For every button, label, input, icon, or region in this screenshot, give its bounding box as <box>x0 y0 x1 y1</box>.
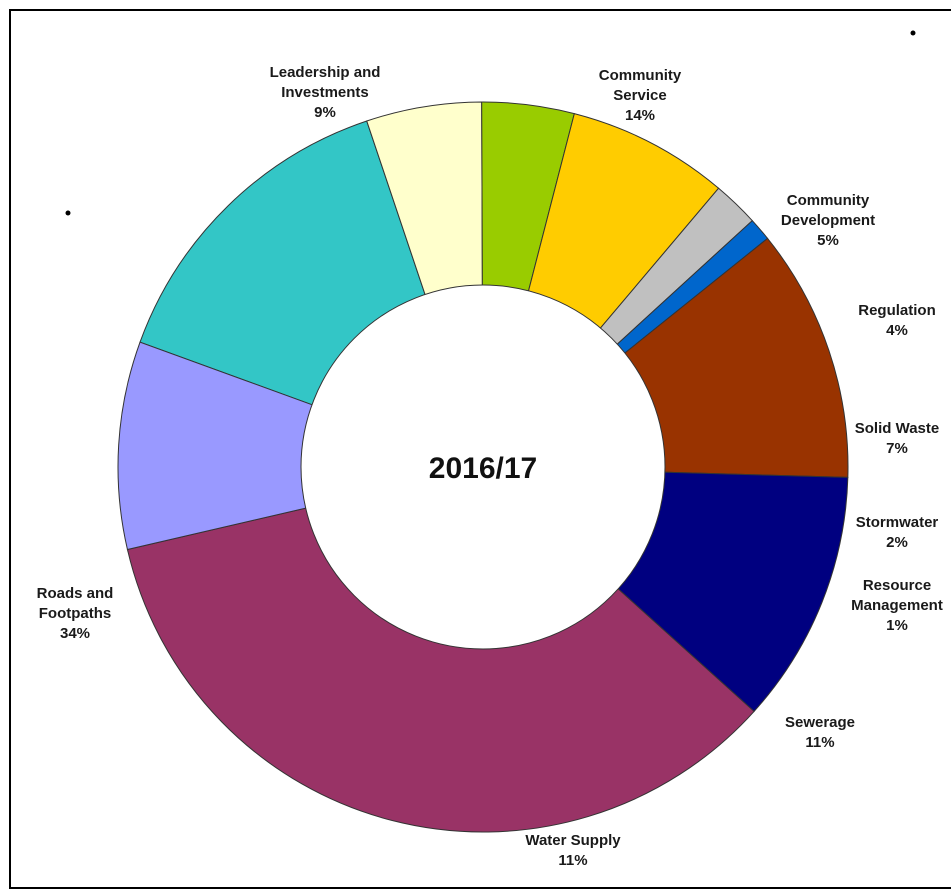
slice-label: Regulation 4% <box>858 302 936 339</box>
slice-label: Community Service 14% <box>599 67 682 124</box>
slice-leadership-and-investments <box>117 341 485 551</box>
slice-label: Resource Management 1% <box>851 577 943 634</box>
marker-dot <box>910 30 916 36</box>
slice-label: Stormwater 2% <box>856 514 939 551</box>
center-label: 2016/17 <box>429 452 537 485</box>
slice-label: Sewerage 11% <box>785 714 855 751</box>
donut-hole <box>300 284 666 650</box>
labels-group: Community Service 14% Community Development 5… <box>37 64 943 869</box>
slice-label: Solid Waste 7% <box>855 420 939 457</box>
marker-dot <box>65 210 71 216</box>
slice-label: Roads and Footpaths 34% <box>37 585 114 642</box>
slice-label: Water Supply 11% <box>525 832 621 869</box>
slice-roads-and-footpaths <box>126 466 755 833</box>
slice-label: Leadership and Investments 9% <box>270 64 381 121</box>
slice-label: Community Development 5% <box>781 192 875 249</box>
